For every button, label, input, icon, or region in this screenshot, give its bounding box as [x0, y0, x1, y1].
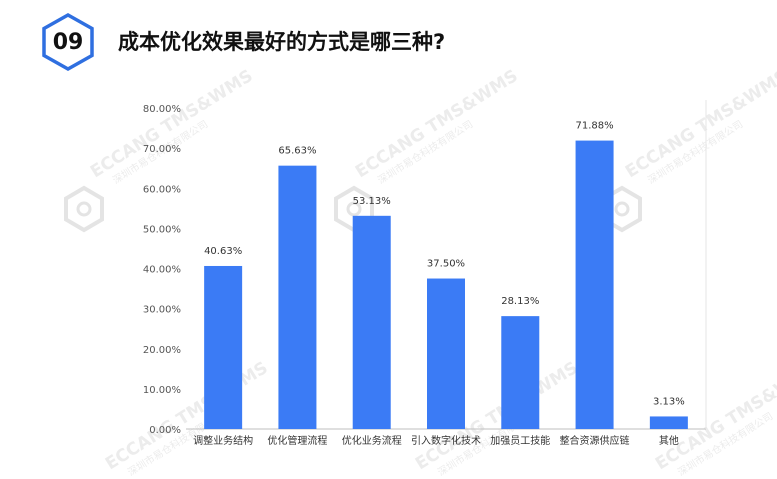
y-tick-label: 10.00% — [143, 385, 181, 396]
data-label: 37.50% — [427, 259, 465, 270]
bar — [575, 140, 614, 430]
y-tick-label: 70.00% — [143, 144, 181, 155]
bar — [427, 278, 465, 429]
y-tick-label: 20.00% — [143, 345, 181, 356]
y-tick-label: 50.00% — [143, 224, 181, 235]
data-label: 53.13% — [353, 196, 391, 207]
x-tick-label: 优化业务流程 — [342, 434, 402, 447]
y-tick-label: 40.00% — [143, 265, 181, 276]
svg-text:ECCANG TMS&WMS: ECCANG TMS&WMS — [102, 358, 271, 474]
data-label: 71.88% — [576, 121, 614, 132]
y-tick-label: 0.00% — [149, 425, 181, 436]
bar — [649, 416, 688, 429]
y-tick-label: 60.00% — [143, 184, 181, 195]
svg-text:ECCANG TMS&WMS: ECCANG TMS&WMS — [622, 66, 777, 182]
data-label: 28.13% — [501, 296, 539, 307]
page-title: 成本优化效果最好的方式是哪三种? — [118, 30, 446, 54]
bar — [204, 265, 243, 429]
number-badge — [42, 12, 94, 72]
x-tick-label: 加强员工技能 — [490, 434, 550, 447]
svg-text:ECCANG TMS&WMS: ECCANG TMS&WMS — [87, 66, 256, 182]
bar — [352, 215, 391, 429]
bar — [501, 316, 540, 429]
data-label: 65.63% — [278, 146, 316, 157]
svg-text:ECCANG TMS&WMS: ECCANG TMS&WMS — [352, 66, 521, 182]
bar — [278, 165, 317, 430]
x-tick-label: 其他 — [659, 434, 679, 447]
x-tick-label: 整合资源供应链 — [560, 434, 630, 447]
x-tick-label: 优化管理流程 — [267, 434, 327, 447]
x-tick-label: 引入数字化技术 — [411, 434, 481, 447]
data-label: 3.13% — [653, 396, 685, 407]
data-label: 40.63% — [204, 246, 242, 257]
question-number: 09 — [52, 29, 84, 55]
y-tick-label: 30.00% — [143, 305, 181, 316]
x-tick-label: 调整业务结构 — [193, 434, 253, 447]
y-tick-label: 80.00% — [143, 104, 181, 115]
